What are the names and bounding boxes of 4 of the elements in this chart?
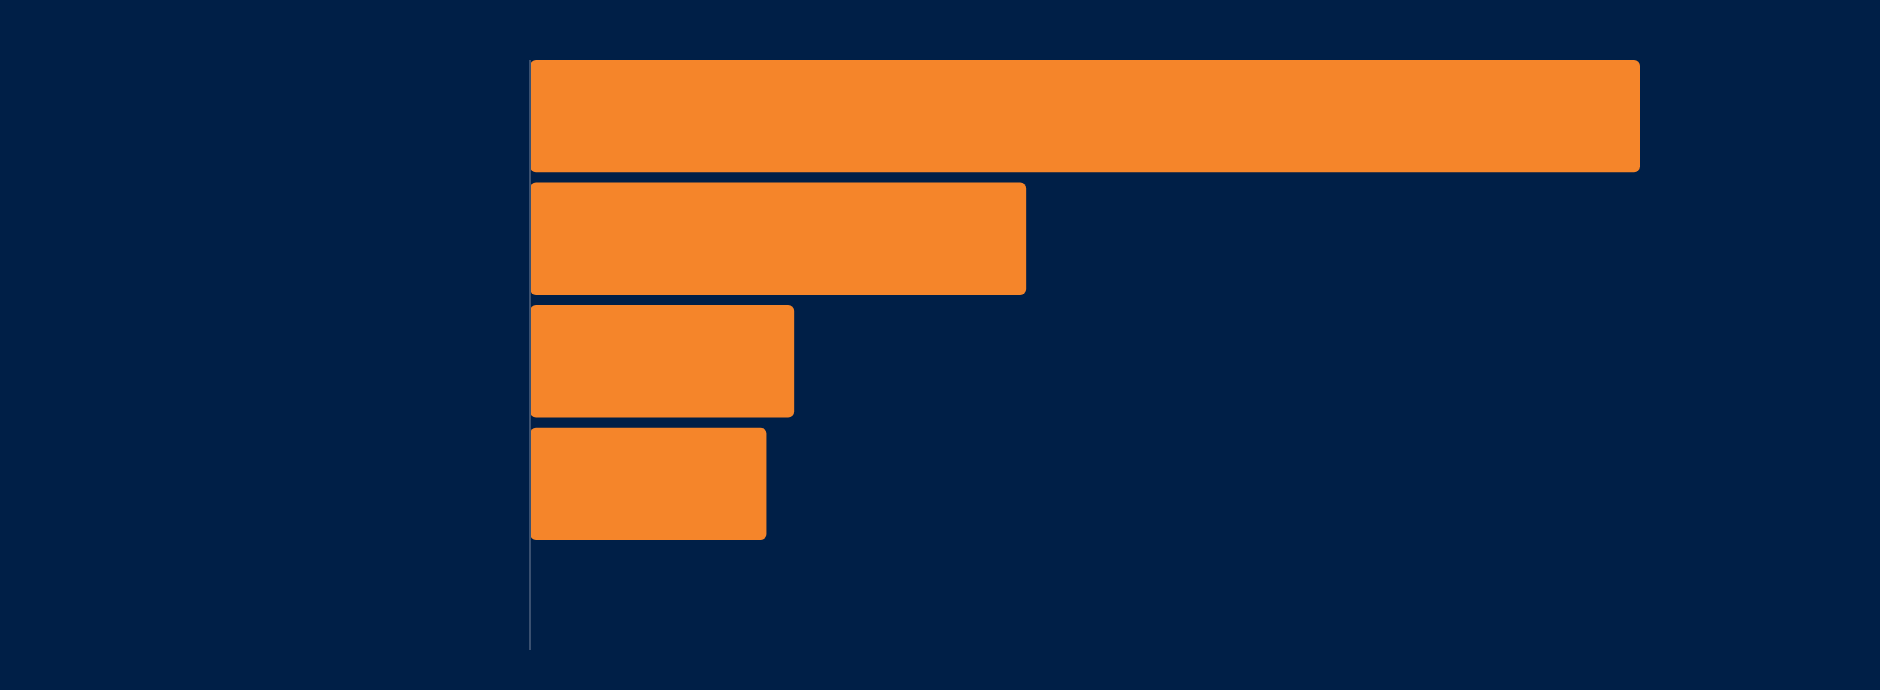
bar bbox=[530, 60, 1640, 173]
bar bbox=[530, 182, 1027, 295]
bar bbox=[530, 427, 767, 540]
bar bbox=[530, 305, 795, 418]
